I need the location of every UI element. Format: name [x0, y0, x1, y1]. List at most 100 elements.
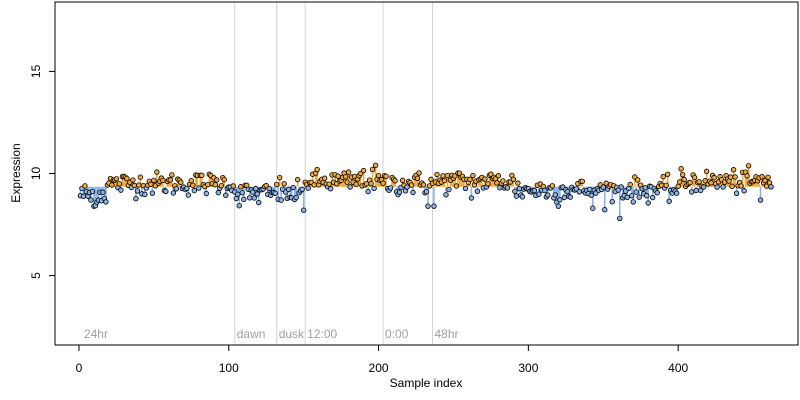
data-point	[199, 172, 205, 179]
region-label: dawn	[237, 327, 266, 341]
data-point	[404, 184, 410, 190]
data-point	[617, 215, 623, 222]
x-tick-label: 100	[219, 361, 239, 375]
y-axis-label: Expression	[9, 143, 23, 202]
data-point	[691, 174, 698, 181]
data-point	[251, 195, 257, 201]
data-point	[223, 192, 229, 198]
data-point	[360, 167, 367, 174]
data-point	[372, 162, 379, 169]
data-point	[214, 177, 220, 183]
data-point	[495, 173, 502, 179]
data-point	[353, 181, 359, 187]
data-point	[160, 177, 166, 184]
data-point	[696, 179, 702, 185]
data-point	[423, 189, 430, 195]
data-point	[305, 185, 311, 191]
x-tick-label: 400	[668, 361, 688, 375]
data-point	[278, 197, 284, 203]
data-point	[230, 183, 236, 189]
data-point	[688, 189, 695, 195]
data-point	[666, 198, 672, 204]
data-point	[609, 198, 615, 205]
data-point	[462, 185, 469, 192]
data-points	[77, 162, 774, 222]
data-point	[188, 177, 195, 184]
data-point	[266, 185, 272, 192]
data-point	[663, 182, 669, 189]
data-point	[681, 176, 687, 183]
data-point	[635, 177, 641, 183]
data-point	[124, 175, 130, 182]
data-point	[649, 194, 656, 201]
data-point	[434, 171, 440, 178]
region-label: 12:00	[307, 327, 337, 341]
y-tick-label: 5	[29, 272, 43, 279]
data-point	[557, 197, 563, 203]
data-point	[618, 184, 624, 190]
region-label: 0:00	[385, 327, 409, 341]
data-point	[515, 180, 521, 186]
data-point	[294, 176, 301, 183]
data-point	[221, 176, 227, 183]
x-axis-label: Sample index	[390, 376, 463, 390]
data-point	[137, 174, 144, 180]
x-tick-label: 300	[518, 361, 538, 375]
data-point	[441, 177, 448, 184]
data-point	[218, 182, 224, 189]
data-point	[109, 182, 115, 188]
data-point	[335, 173, 341, 179]
data-point	[254, 191, 260, 197]
data-point	[134, 188, 141, 194]
data-point	[314, 166, 320, 173]
data-point	[730, 167, 737, 173]
data-point	[453, 183, 460, 189]
data-point	[679, 171, 686, 178]
data-point	[236, 203, 242, 209]
region-dividers	[234, 2, 433, 345]
data-point	[82, 183, 88, 189]
data-point	[345, 169, 352, 175]
data-point	[414, 175, 421, 182]
data-point	[654, 190, 660, 196]
data-point	[660, 173, 666, 180]
data-point	[387, 185, 394, 191]
data-point	[185, 192, 192, 198]
data-point	[369, 166, 376, 173]
data-point	[342, 174, 349, 180]
data-point	[567, 194, 574, 200]
data-point	[290, 184, 296, 191]
data-point	[500, 178, 506, 184]
data-point	[510, 176, 517, 182]
data-point	[154, 169, 160, 175]
data-point	[644, 193, 650, 199]
data-point	[250, 189, 256, 195]
data-point	[738, 183, 744, 189]
data-point	[142, 191, 148, 198]
data-point	[136, 182, 142, 188]
data-point	[238, 184, 244, 190]
data-point	[513, 193, 520, 199]
data-point	[100, 189, 106, 195]
data-point	[629, 192, 635, 199]
data-point	[714, 184, 720, 190]
data-point	[762, 177, 768, 184]
data-point	[545, 192, 551, 198]
data-point	[89, 188, 96, 195]
data-point	[470, 172, 476, 179]
data-point	[720, 184, 726, 190]
data-point	[600, 184, 606, 190]
data-point	[276, 174, 283, 181]
data-point	[744, 173, 750, 179]
region-label: 24hr	[84, 327, 108, 341]
data-point	[281, 181, 287, 187]
data-point	[642, 185, 648, 191]
data-point	[536, 191, 542, 197]
data-point	[371, 185, 377, 192]
data-point	[602, 207, 608, 213]
data-point	[190, 182, 196, 189]
data-point	[531, 187, 538, 194]
data-point	[468, 195, 475, 201]
data-point	[149, 190, 156, 196]
